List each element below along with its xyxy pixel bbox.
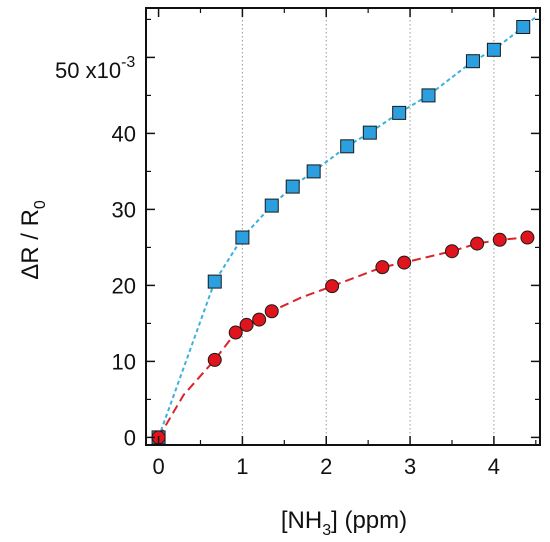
circle-point bbox=[492, 232, 507, 247]
x-axis-title: [NH3] (ppm) bbox=[281, 507, 407, 539]
axis-ticks bbox=[146, 8, 540, 445]
y-multiplier-text: 50 x10 bbox=[55, 58, 121, 83]
x-axis-title-sub: 3 bbox=[322, 522, 331, 539]
y-multiplier-label: 50 x10-3 bbox=[55, 54, 135, 83]
square-point bbox=[516, 20, 531, 34]
circle-point bbox=[325, 279, 340, 294]
y-tick-label: 40 bbox=[112, 121, 136, 146]
circle-point bbox=[264, 304, 279, 319]
y-axis-title-main: ΔR / R bbox=[17, 209, 44, 280]
x-axis-title-suffix: ] (ppm) bbox=[331, 507, 407, 534]
y-tick-label: 0 bbox=[124, 425, 136, 450]
gridlines bbox=[241, 8, 495, 445]
fit-curves bbox=[157, 16, 537, 438]
y-axis-title: ΔR / R0 bbox=[17, 200, 49, 280]
series-0-curve bbox=[157, 16, 537, 438]
square-point bbox=[486, 42, 501, 57]
y-tick-label: 10 bbox=[112, 349, 136, 374]
circle-point bbox=[239, 317, 254, 332]
square-point bbox=[392, 105, 407, 120]
circle-point bbox=[375, 260, 390, 275]
x-tick-label: 1 bbox=[236, 454, 248, 479]
series-1-curve bbox=[157, 236, 528, 438]
data-markers bbox=[151, 20, 535, 445]
circle-point bbox=[470, 236, 485, 251]
square-point bbox=[235, 230, 250, 245]
square-point bbox=[465, 54, 480, 69]
y-tick-label: 20 bbox=[112, 273, 136, 298]
square-point bbox=[340, 139, 355, 154]
square-point bbox=[285, 179, 300, 194]
circle-point bbox=[228, 325, 243, 340]
y-tick-label: 30 bbox=[112, 197, 136, 222]
y-axis-title-sub: 0 bbox=[32, 200, 49, 209]
x-tick-label: 0 bbox=[152, 454, 164, 479]
x-tick-label: 4 bbox=[488, 454, 500, 479]
circle-point bbox=[397, 255, 412, 270]
square-point bbox=[207, 274, 222, 289]
plot-frame bbox=[145, 7, 541, 446]
y-multiplier-exp: -3 bbox=[121, 54, 135, 71]
circle-point bbox=[252, 312, 267, 327]
x-tick-label: 2 bbox=[320, 454, 332, 479]
square-point bbox=[306, 164, 321, 179]
square-point bbox=[362, 125, 377, 140]
circle-point bbox=[444, 244, 459, 259]
x-axis-title-prefix: [NH bbox=[281, 507, 322, 534]
square-point bbox=[421, 88, 436, 103]
x-tick-label: 3 bbox=[404, 454, 416, 479]
circle-point bbox=[207, 352, 222, 367]
circle-point bbox=[520, 230, 535, 245]
square-point bbox=[264, 198, 279, 213]
